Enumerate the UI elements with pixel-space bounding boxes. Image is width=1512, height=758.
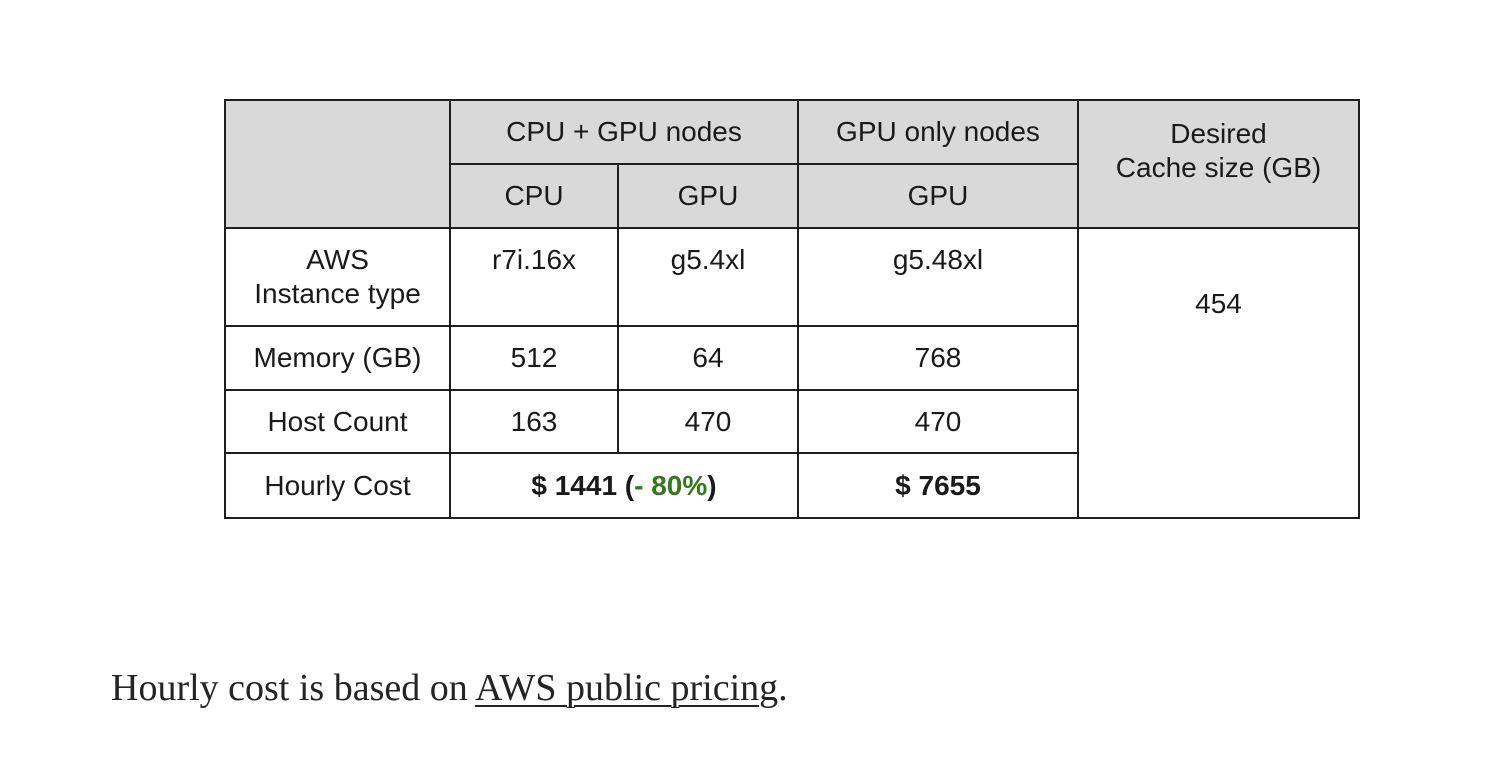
cell-instance-gpu: g5.4xl [617, 227, 799, 327]
cost-combined-prefix: $ 1441 ( [531, 469, 635, 501]
caption-text-before: Hourly cost is based on [111, 667, 476, 709]
aws-pricing-link[interactable]: AWS public pricing [475, 667, 779, 709]
cell-hosts-gpu: 470 [617, 389, 799, 454]
row-label-instance-type: AWS Instance type [224, 227, 451, 327]
cell-desired-cache-value: 454 [1077, 227, 1360, 519]
cell-hosts-cpu: 163 [449, 389, 619, 454]
cell-instance-cpu: r7i.16x [449, 227, 619, 327]
cell-memory-gpu-only: 768 [797, 325, 1079, 391]
cell-hosts-gpu-only: 470 [797, 389, 1079, 454]
cell-cost-cpu-gpu: $ 1441 (- 80%) [449, 452, 799, 519]
cell-memory-gpu: 64 [617, 325, 799, 391]
header-desired-line1: Desired [1170, 118, 1267, 149]
header-desired-line2: Cache size (GB) [1115, 152, 1322, 183]
row-label-host-count: Host Count [224, 389, 451, 454]
caption-text-after: . [778, 667, 788, 709]
cost-combined-suffix: ) [707, 469, 717, 501]
subheader-cpu: CPU [449, 163, 619, 229]
header-desired-cache-size: Desired Cache size (GB) [1077, 99, 1360, 229]
corner-header-cell [224, 99, 451, 229]
pricing-caption: Hourly cost is based on AWS public prici… [111, 666, 788, 710]
cell-cost-gpu-only: $ 7655 [797, 452, 1079, 519]
cost-comparison-table: CPU + GPU nodes GPU only nodes Desired C… [224, 99, 1360, 519]
row-label-memory: Memory (GB) [224, 325, 451, 391]
header-cpu-gpu-nodes: CPU + GPU nodes [449, 99, 799, 165]
cell-memory-cpu: 512 [449, 325, 619, 391]
instance-label-line2: Instance type [254, 278, 421, 309]
desired-cache-value: 454 [1195, 288, 1242, 319]
cost-comparison-table-wrap: CPU + GPU nodes GPU only nodes Desired C… [224, 99, 1360, 519]
row-label-hourly-cost: Hourly Cost [224, 452, 451, 519]
instance-label-line1: AWS [306, 244, 369, 275]
header-gpu-only-nodes: GPU only nodes [797, 99, 1079, 165]
subheader-gpu: GPU [617, 163, 799, 229]
cell-instance-gpu-only: g5.48xl [797, 227, 1079, 327]
cost-savings-percent: - 80% [634, 469, 708, 501]
subheader-gpu-only: GPU [797, 163, 1079, 229]
